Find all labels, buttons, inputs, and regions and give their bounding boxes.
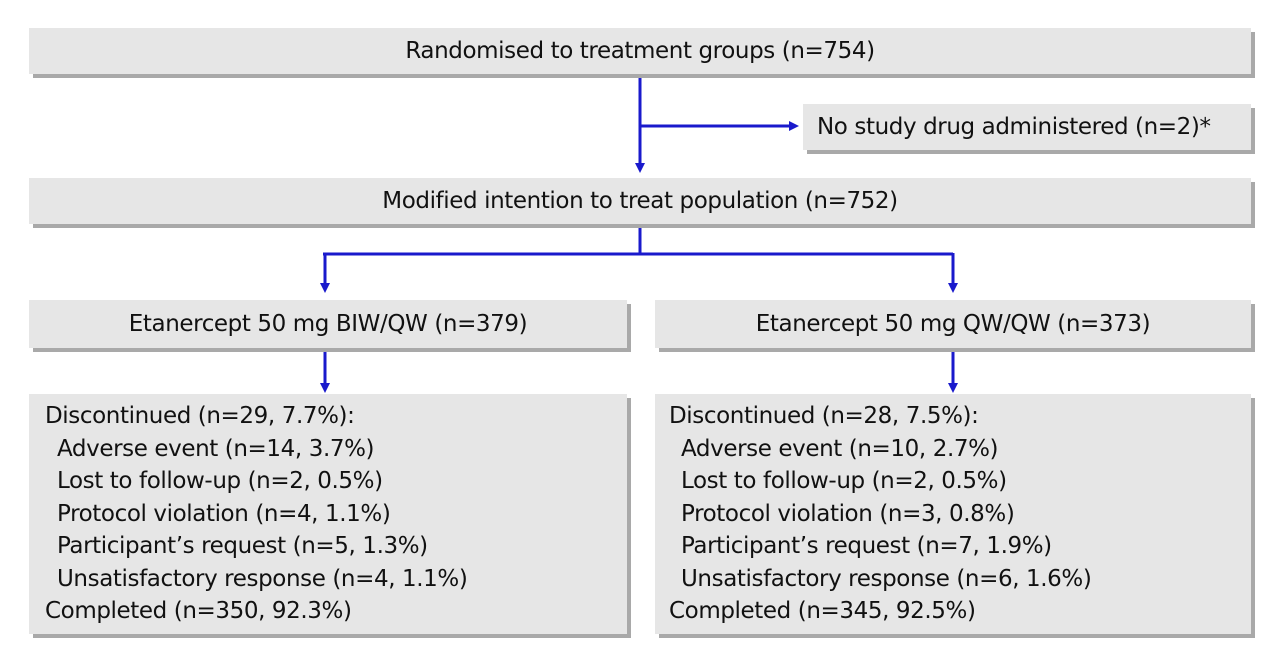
left-completed: Completed (n=350, 92.3%) (45, 598, 352, 624)
right-completed: Completed (n=345, 92.5%) (669, 598, 976, 624)
excluded-label: No study drug administered (n=2)* (817, 114, 1211, 140)
left-reason-protocol-violation: Protocol violation (n=4, 1.1%) (57, 500, 391, 527)
left-reason-unsatisfactory-response: Unsatisfactory response (n=4, 1.1%) (57, 565, 468, 592)
right-arm-box: Etanercept 50 mg QW/QW (n=373) (655, 300, 1251, 348)
right-reason-adverse-event: Adverse event (n=10, 2.7%) (681, 435, 999, 462)
right-arm-title: Etanercept 50 mg QW/QW (n=373) (755, 311, 1151, 337)
left-outcomes-box: Discontinued (n=29, 7.7%): Adverse event… (29, 394, 627, 634)
left-reason-lost-to-follow-up: Lost to follow-up (n=2, 0.5%) (57, 468, 383, 494)
right-discontinued: Discontinued (n=28, 7.5%): (669, 403, 979, 429)
left-reason-participant-request: Participant’s request (n=5, 1.3%) (57, 533, 428, 559)
randomised-label: Randomised to treatment groups (n=754) (405, 38, 875, 64)
right-reason-unsatisfactory-response: Unsatisfactory response (n=6, 1.6%) (681, 565, 1092, 592)
right-reason-protocol-violation: Protocol violation (n=3, 0.8%) (681, 500, 1015, 527)
left-arm-box: Etanercept 50 mg BIW/QW (n=379) (29, 300, 627, 348)
randomised-box: Randomised to treatment groups (n=754) (29, 28, 1251, 74)
right-outcomes-box: Discontinued (n=28, 7.5%): Adverse event… (655, 394, 1251, 634)
left-discontinued: Discontinued (n=29, 7.7%): (45, 403, 355, 429)
right-reason-lost-to-follow-up: Lost to follow-up (n=2, 0.5%) (681, 468, 1007, 494)
left-reason-adverse-event: Adverse event (n=14, 3.7%) (57, 435, 375, 462)
mitt-label: Modified intention to treat population (… (382, 188, 898, 214)
mitt-box: Modified intention to treat population (… (29, 178, 1251, 224)
excluded-box: No study drug administered (n=2)* (803, 104, 1251, 150)
right-reason-participant-request: Participant’s request (n=7, 1.9%) (681, 533, 1052, 559)
left-arm-title: Etanercept 50 mg BIW/QW (n=379) (128, 311, 528, 337)
